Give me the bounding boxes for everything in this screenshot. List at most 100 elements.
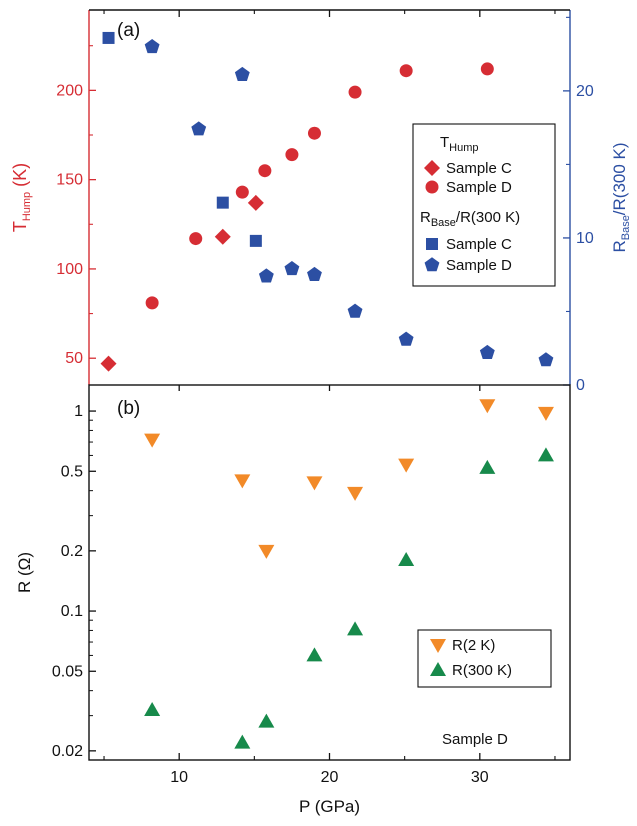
right-axis-label-a-group: RBase/R(300 K) [610,142,632,252]
legend-b-marker-r300k [430,662,446,676]
annotation-b: Sample D [442,731,508,748]
legend-a-label-rbase-d: Sample D [446,257,512,274]
point-b-r-300-k-7 [537,447,554,462]
left-axis-label-a-sub: Hump [21,192,33,221]
panel-b: 0.02 0.05 0.1 0.2 0.5 1 10 20 30 P (GPa) R (Ω) (b) S… [15,384,571,816]
legend-a-title-rbase-unit: /R(300 K) [456,209,520,226]
x-tick-label-b-0: 10 [170,769,188,786]
panel-label-a: (a) [117,20,140,41]
point-a-thump-sample-c-2 [247,194,264,211]
series-b-0 [144,399,554,559]
legend-a-marker-thump-c [424,160,440,176]
legend-a-marker-thump-d [425,180,439,194]
point-a-rbase-sample-d-9 [538,352,554,367]
point-a-rbase-sample-d-3 [258,268,274,283]
point-b-r-300-k-1 [234,734,251,749]
point-a-thump-sample-d-6 [348,85,362,99]
series-b-1 [144,447,554,749]
legend-a-title-rbase: RBase/R(300 K) [420,209,520,229]
right-axis-label-a: RBase/R(300 K) [610,142,632,252]
point-a-thump-sample-d-0 [145,296,159,310]
legend-b-marker-r2k [430,639,446,653]
point-a-rbase-sample-d-7 [398,331,414,346]
legend-a-marker-rbase-c [426,238,438,250]
right-tick-label-a-0: 0 [576,377,585,394]
left-axis-label-a-unit: (K) [10,163,30,192]
point-a-rbase-sample-c-0 [102,31,115,44]
y-tick-label-b-0: 0.02 [52,743,83,760]
legend-a: THump Sample C Sample D RBase/R(300 K) Sampl… [412,123,556,287]
point-a-thump-sample-c-1 [214,228,231,245]
series-a-0 [100,194,264,372]
point-a-thump-sample-d-2 [235,185,249,199]
y-tick-label-b-1: 0.05 [52,663,83,680]
point-a-rbase-sample-c-2 [249,234,262,247]
y-tick-label-b-4: 0.5 [61,463,83,480]
left-axis-label-a-main: T [10,221,30,232]
point-b-r-2-k-3 [306,476,323,491]
x-tick-label-b-1: 20 [321,769,339,786]
series-a-3 [144,38,554,367]
left-tick-label-a-3: 200 [56,82,83,99]
y-axis-label-b: R (Ω) [15,552,34,593]
right-tick-label-a-2: 20 [576,83,594,100]
point-b-r-2-k-6 [479,399,496,414]
legend-b-label-r300k: R(300 K) [452,662,512,679]
series-a-2 [102,31,262,247]
legend-b: R(2 K) R(300 K) [417,629,552,688]
y-axis-label-b-group: R (Ω) [15,552,34,593]
left-tick-label-a-2: 150 [56,172,83,189]
point-b-r-2-k-5 [398,458,415,473]
legend-a-marker-rbase-d [424,257,440,272]
legend-a-label-rbase-c: Sample C [446,236,512,253]
left-tick-label-a-0: 50 [65,350,83,367]
legend-a-label-thump-c: Sample C [446,160,512,177]
point-b-r-2-k-0 [144,433,161,448]
point-a-thump-sample-d-3 [258,164,272,178]
point-b-r-300-k-3 [306,647,323,662]
right-axis-label-a-unit: /R(300 K) [610,142,629,215]
frame-b [88,384,571,761]
point-a-thump-sample-c-0 [100,355,117,372]
point-a-thump-sample-d-4 [285,148,299,162]
point-a-rbase-sample-d-0 [144,38,160,54]
legend-a-title-thump: THump [440,134,479,154]
point-b-r-300-k-5 [398,552,415,567]
point-a-thump-sample-d-7 [399,64,413,78]
right-axis-label-a-main: R [610,240,629,252]
legend-b-label-r2k: R(2 K) [452,637,495,654]
right-tick-label-a-1: 10 [576,230,594,247]
y-tick-label-b-3: 0.2 [61,543,83,560]
legend-a-title-thump-main: T [440,134,449,151]
point-b-r-300-k-6 [479,459,496,474]
x-axis-label-b: P (GPa) [299,797,360,816]
x-tick-label-b-2: 30 [471,769,489,786]
point-b-r-2-k-2 [258,544,275,559]
point-a-rbase-sample-d-2 [234,66,250,82]
point-b-r-300-k-4 [347,621,364,636]
point-b-r-2-k-1 [234,474,251,489]
point-a-thump-sample-d-5 [307,126,321,140]
legend-a-title-thump-sub: Hump [449,142,478,154]
legend-a-title-rbase-sub: Base [431,217,456,229]
series-a-1 [145,62,494,310]
point-a-rbase-sample-d-8 [479,344,495,359]
point-a-rbase-sample-d-6 [347,303,363,318]
point-b-r-300-k-2 [258,713,275,728]
point-a-rbase-sample-c-1 [216,196,229,209]
left-axis-label-a-group: THump (K) [10,163,33,232]
panel-label-b: (b) [117,398,140,419]
point-b-r-2-k-7 [537,406,554,421]
point-a-thump-sample-d-1 [189,232,203,246]
right-axis-label-a-sub: Base [620,215,632,240]
legend-a-label-thump-d: Sample D [446,179,512,196]
y-tick-label-b-2: 0.1 [61,603,83,620]
point-a-rbase-sample-d-1 [191,121,207,136]
point-a-rbase-sample-d-5 [307,266,322,282]
point-b-r-300-k-0 [144,702,161,717]
y-tick-label-b-5: 1 [74,403,83,420]
legend-a-box [412,123,556,287]
